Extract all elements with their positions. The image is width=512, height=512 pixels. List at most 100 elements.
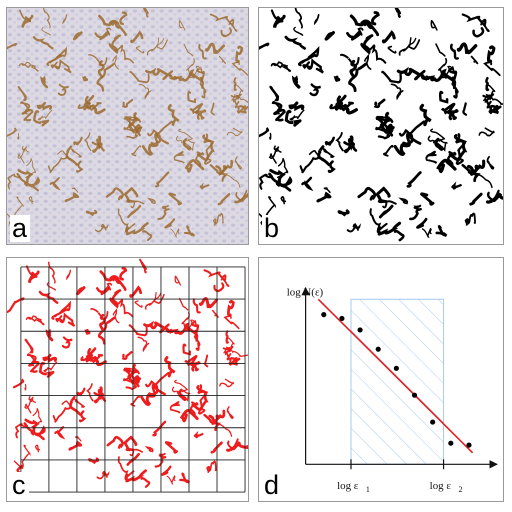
vessel-segment xyxy=(76,387,86,397)
vessel-segment xyxy=(7,42,18,50)
vessel-segment xyxy=(161,205,169,210)
vessel-segment xyxy=(68,440,83,451)
shaded-fit-region xyxy=(350,298,445,465)
vessel-segment xyxy=(31,407,43,428)
vessel-segment xyxy=(154,456,167,468)
vessel-segment xyxy=(186,354,198,366)
vessel-segment xyxy=(138,83,150,95)
vessel-segment xyxy=(366,44,387,64)
vessel-segment xyxy=(226,127,243,137)
vessel-segment xyxy=(16,172,27,184)
vessel-segment xyxy=(413,204,422,210)
vessel-segment xyxy=(313,13,320,26)
vessel-segment xyxy=(218,55,226,64)
vessel-segment xyxy=(55,315,65,323)
vessel-segment xyxy=(259,42,270,51)
vessel-segment xyxy=(233,77,237,91)
vessel-segment xyxy=(349,14,372,27)
vessel-segment xyxy=(217,192,231,206)
vessel-segment xyxy=(420,192,435,206)
vessel-segment xyxy=(416,217,428,229)
vessel-segment xyxy=(95,285,111,296)
vessel-segment xyxy=(147,120,173,138)
vessel-segment xyxy=(86,383,94,402)
vessel-segment xyxy=(145,371,170,390)
vessel-segment xyxy=(396,66,421,77)
vessel-segment xyxy=(51,300,71,320)
data-point xyxy=(375,346,381,352)
vessel-segment xyxy=(85,209,98,217)
vessel-segment xyxy=(54,58,72,74)
vessel-segment xyxy=(124,116,138,127)
tick-label-eps1: log ε xyxy=(337,480,359,492)
vessel-segment xyxy=(164,218,176,229)
vessel-segment xyxy=(13,444,31,469)
vessel-segment xyxy=(223,174,241,188)
vessel-segment xyxy=(273,108,286,122)
vessel-segment xyxy=(269,168,286,184)
vessel-segment xyxy=(146,39,168,56)
vessel-segment xyxy=(216,423,233,437)
vessel-segment xyxy=(94,223,109,233)
vessel-segment xyxy=(219,378,235,388)
vessel-segment xyxy=(225,330,229,344)
vessel-segment xyxy=(306,58,324,74)
vessel-segment xyxy=(461,163,481,183)
tick-subscript-eps1: 1 xyxy=(366,485,370,494)
vessel-segment xyxy=(105,27,112,36)
vessel-segment xyxy=(371,11,380,26)
y-axis-label: log N(ε) xyxy=(287,287,324,299)
vessel-segment xyxy=(7,174,21,190)
vessel-segment xyxy=(61,336,73,349)
vessel-segment xyxy=(189,66,203,79)
vessel-segment xyxy=(183,225,196,237)
vessel-segment xyxy=(49,54,62,64)
vessel-segment xyxy=(209,164,229,182)
vessel-segment xyxy=(340,53,360,67)
vessel-segment xyxy=(324,31,335,41)
vessel-segment xyxy=(74,398,86,408)
vessel-segment xyxy=(59,312,76,327)
panel-d-loglog-plot: log N(ε) log ε 1 log ε 2 d xyxy=(258,257,504,502)
vessel-segment xyxy=(76,160,84,173)
vessel-segment xyxy=(108,34,122,55)
vessel-segment xyxy=(64,192,80,203)
vessel-segment xyxy=(42,353,58,363)
vessel-segment xyxy=(128,324,148,337)
vessel-segment xyxy=(471,212,476,224)
vessel-segment xyxy=(97,60,105,79)
vessel-segment xyxy=(440,65,456,79)
vessel-segment xyxy=(346,222,362,233)
vessel-segment xyxy=(486,155,495,170)
data-point xyxy=(466,442,472,448)
vessel-segment xyxy=(191,102,204,114)
vessel-segment xyxy=(173,151,185,164)
tick-label-eps2: log ε xyxy=(430,480,452,492)
tissue-micrograph xyxy=(7,8,248,244)
vessel-segment xyxy=(456,42,478,55)
vessel-segment xyxy=(57,83,69,96)
vessel-segment xyxy=(375,124,387,132)
vessel-segment xyxy=(23,422,34,433)
vessel-segment xyxy=(480,22,490,33)
vessel-segment xyxy=(390,83,402,96)
vessel-segment xyxy=(21,15,34,28)
vessel-segment xyxy=(187,91,197,104)
vessel-segment xyxy=(145,67,168,76)
vessel-segment xyxy=(259,173,274,190)
vessel-segment xyxy=(54,308,67,318)
vessel-segment xyxy=(38,361,55,378)
vessel-segment xyxy=(269,85,280,102)
vessel-segment xyxy=(213,282,225,293)
vessel-segment xyxy=(203,269,227,283)
vessel-segment xyxy=(94,30,110,41)
vessel-segment xyxy=(12,378,25,389)
vessel-segment xyxy=(373,98,386,109)
vessel-segment xyxy=(335,131,344,152)
vessel-segment xyxy=(184,159,205,173)
vessel-segment xyxy=(112,54,120,70)
vessel-segment xyxy=(66,269,72,281)
vessel-segment xyxy=(409,207,422,221)
vessel-segment xyxy=(123,367,137,378)
vessel-segment xyxy=(73,136,83,146)
